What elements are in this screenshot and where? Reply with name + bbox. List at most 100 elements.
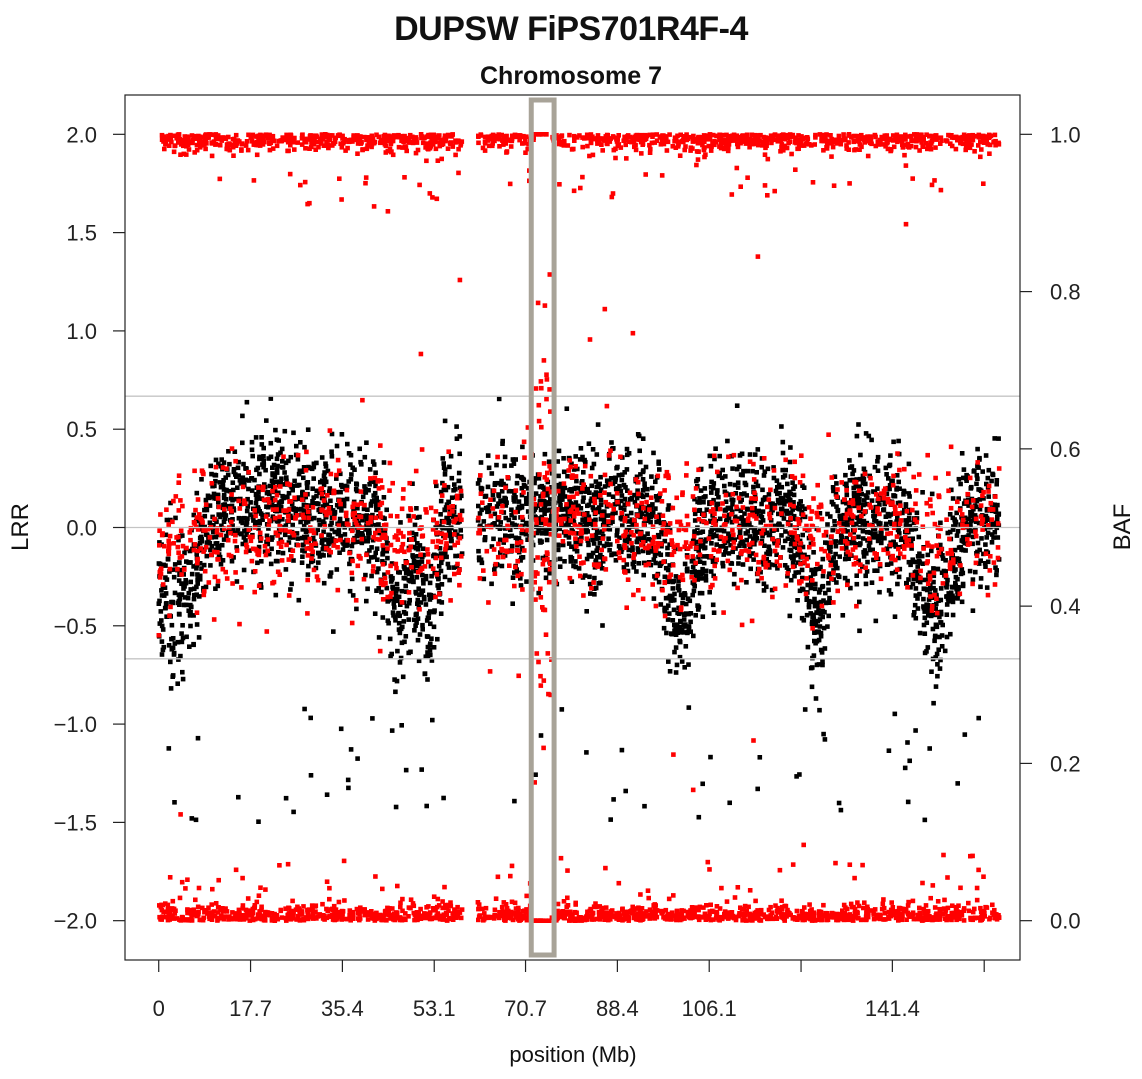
baf-point — [557, 533, 562, 538]
baf-point — [897, 511, 902, 516]
lrr-point — [424, 634, 430, 639]
lrr-point — [669, 595, 674, 600]
lrr-point — [201, 585, 206, 591]
baf-point — [176, 508, 182, 513]
lrr-point — [259, 559, 264, 564]
baf-point — [567, 132, 572, 138]
lrr-point — [877, 534, 883, 539]
lrr-point — [587, 581, 593, 587]
baf-point — [804, 523, 809, 529]
lrr-point — [276, 438, 281, 443]
baf-point — [476, 914, 482, 919]
lrr-point — [264, 490, 270, 496]
baf-point — [769, 910, 775, 915]
baf-point — [482, 911, 487, 916]
baf-point — [705, 859, 711, 865]
lrr-point — [653, 575, 659, 581]
lrr-point — [275, 463, 280, 469]
lrr-point — [176, 560, 182, 565]
lrr-point — [213, 478, 218, 484]
lrr-point — [879, 540, 884, 545]
baf-point — [388, 542, 394, 548]
lrr-point — [960, 534, 966, 540]
lrr-point — [542, 504, 548, 509]
lrr-point — [953, 567, 958, 572]
lrr-point — [896, 526, 901, 531]
lrr-point — [730, 466, 735, 471]
lrr-point — [376, 566, 381, 571]
lrr-point — [843, 472, 848, 478]
lrr-point — [742, 491, 747, 496]
baf-point — [921, 546, 926, 551]
lrr-point — [986, 467, 992, 473]
lrr-point — [956, 496, 961, 501]
baf-point — [158, 568, 163, 573]
lrr-point — [338, 489, 343, 495]
lrr-point — [360, 494, 366, 500]
lrr-point — [669, 631, 675, 637]
baf-point — [678, 132, 683, 138]
lrr-point — [516, 570, 521, 576]
baf-point — [871, 916, 877, 922]
lrr-point — [955, 528, 961, 534]
lrr-point — [881, 507, 887, 512]
lrr-point — [543, 567, 549, 573]
lrr-point — [741, 468, 746, 474]
lrr-point — [347, 561, 352, 567]
lrr-point — [920, 561, 925, 566]
lrr-point — [168, 686, 174, 691]
lrr-point — [863, 573, 868, 579]
lrr-point — [654, 519, 659, 525]
baf-point — [925, 146, 930, 152]
baf-point — [425, 552, 431, 557]
lrr-point — [420, 577, 426, 583]
lrr-point — [177, 602, 182, 607]
lrr-point — [403, 634, 409, 639]
baf-point — [293, 907, 299, 912]
lrr-point — [983, 564, 988, 569]
lrr-point — [709, 490, 714, 495]
lrr-point — [245, 504, 251, 509]
lrr-point — [157, 540, 162, 545]
lrr-point — [165, 557, 171, 562]
lrr-point — [634, 495, 640, 501]
baf-point — [237, 621, 242, 627]
lrr-point — [673, 626, 678, 632]
lrr-point — [404, 603, 410, 609]
baf-point — [802, 905, 807, 910]
baf-point — [548, 467, 554, 472]
lrr-point — [644, 514, 649, 519]
lrr-point — [231, 555, 236, 560]
lrr-point — [455, 520, 461, 525]
lrr-point — [597, 481, 602, 487]
lrr-point — [273, 427, 278, 433]
baf-point — [623, 142, 628, 148]
lrr-point — [159, 623, 165, 629]
baf-point — [865, 904, 870, 910]
lrr-point — [935, 673, 940, 679]
lrr-point — [374, 569, 380, 575]
lrr-point — [759, 514, 765, 520]
lrr-point — [373, 470, 378, 475]
baf-point — [545, 470, 550, 476]
baf-point — [523, 150, 528, 155]
lrr-point — [640, 436, 646, 441]
lrr-point — [788, 510, 794, 516]
lrr-point — [381, 495, 387, 500]
baf-point — [441, 519, 447, 525]
lrr-point — [220, 558, 226, 563]
baf-point — [582, 463, 588, 469]
lrr-point — [362, 489, 368, 495]
lrr-point — [955, 781, 960, 786]
lrr-point — [297, 468, 303, 474]
baf-point — [294, 917, 299, 922]
lrr-point — [835, 573, 841, 578]
lrr-point — [628, 497, 633, 502]
lrr-point — [227, 488, 233, 494]
lrr-point — [739, 492, 744, 497]
lrr-point — [796, 570, 802, 575]
baf-point — [870, 523, 875, 529]
baf-point — [229, 508, 234, 514]
baf-point — [503, 485, 508, 491]
lrr-point — [562, 494, 568, 499]
